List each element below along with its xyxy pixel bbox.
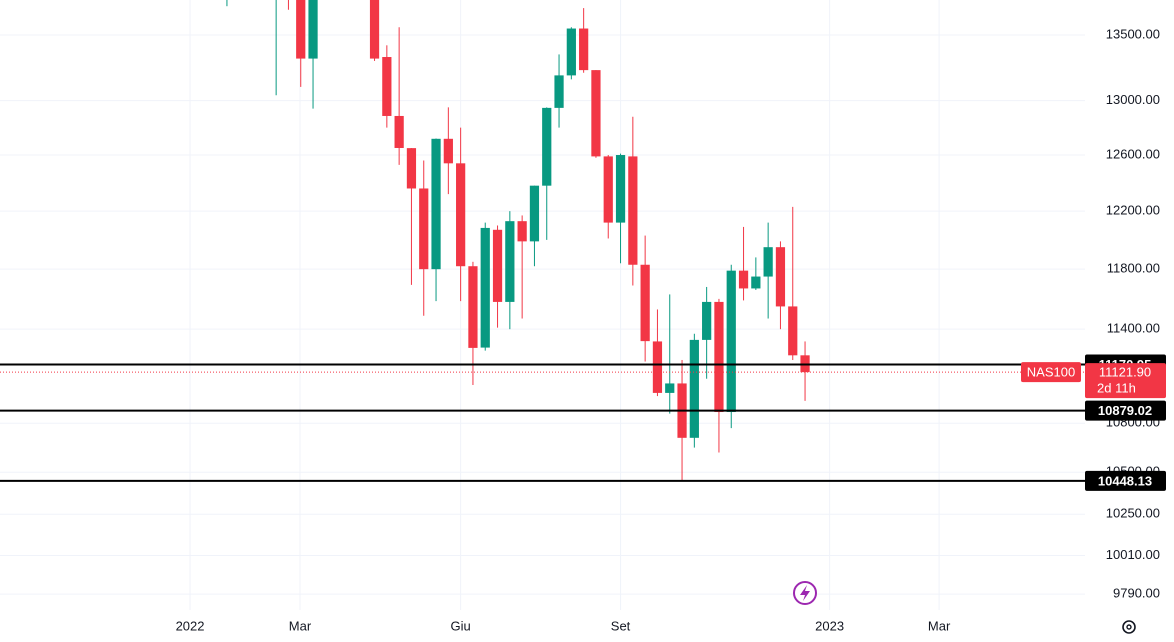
x-tick-label: Mar: [928, 618, 951, 633]
candle-body: [591, 70, 601, 157]
candle-body: [296, 0, 306, 59]
last-price-label: 11121.90: [1099, 365, 1151, 380]
candles: [226, 0, 810, 481]
candle-body: [369, 0, 380, 59]
x-tick-label: Mar: [289, 618, 312, 633]
candle-body: [788, 306, 798, 356]
lightning-icon[interactable]: [793, 581, 817, 605]
candle-body: [394, 115, 404, 148]
candle-body: [431, 138, 441, 270]
candle-body: [468, 266, 478, 348]
price-label-box: [1085, 470, 1166, 491]
candle-body: [615, 155, 626, 223]
candle-body: [406, 148, 417, 189]
candle-body: [652, 341, 663, 393]
y-tick-label: 10010.00: [1106, 547, 1160, 562]
symbol-tag: [1021, 362, 1081, 383]
candle-body: [566, 28, 576, 76]
candle-body: [542, 107, 552, 186]
last-price-box: [1085, 363, 1166, 399]
candle-body: [763, 247, 773, 277]
y-tick-label: 11400.00: [1107, 321, 1160, 336]
candle-body: [640, 264, 650, 342]
y-tick-label: 10250.00: [1106, 506, 1160, 521]
candle-body: [726, 270, 736, 413]
candle-body: [382, 57, 392, 116]
y-tick-label: 12600.00: [1106, 146, 1160, 161]
y-tick-label: 11800.00: [1107, 261, 1160, 276]
candle-body: [443, 138, 453, 164]
candle-body: [751, 276, 761, 289]
price-label-box: [1085, 400, 1166, 421]
x-tick-label: Giu: [451, 618, 471, 633]
candle-body: [702, 301, 712, 340]
y-tick-label: 9790.00: [1113, 586, 1160, 601]
symbol-label: NAS100: [1027, 365, 1075, 380]
x-tick-label: 2022: [176, 618, 205, 633]
candle-body: [738, 270, 749, 289]
x-tick-label: 2023: [815, 618, 844, 633]
countdown-label: 2d 11h: [1097, 381, 1136, 396]
y-tick-label: 13000.00: [1106, 92, 1160, 107]
candle-body: [529, 185, 540, 242]
candle-body: [554, 75, 564, 108]
candle-body: [308, 0, 318, 59]
y-tick-label: 13500.00: [1106, 26, 1160, 41]
grid: 9790.0010010.0010250.0010500.0010800.001…: [0, 0, 1160, 633]
overlay: 11170.9510879.0210448.13NAS10011121.902d…: [0, 354, 1166, 491]
candle-body: [665, 383, 675, 393]
candle-body: [689, 339, 699, 438]
candle-body: [505, 221, 515, 302]
candle-body: [603, 156, 613, 223]
price-label: 10448.13: [1098, 473, 1152, 488]
settings-icon[interactable]: [1122, 620, 1136, 634]
price-label: 10879.02: [1098, 403, 1152, 418]
candle-body: [714, 301, 724, 413]
candle-body: [775, 247, 786, 307]
candle-body: [480, 227, 490, 348]
candle-body: [492, 229, 503, 302]
candle-body: [456, 163, 466, 267]
x-tick-label: Set: [611, 618, 631, 633]
y-tick-label: 12200.00: [1106, 203, 1160, 218]
candle-body: [517, 221, 527, 242]
candle-body: [628, 156, 638, 265]
candle-body: [419, 188, 429, 270]
candle-body: [579, 28, 589, 71]
